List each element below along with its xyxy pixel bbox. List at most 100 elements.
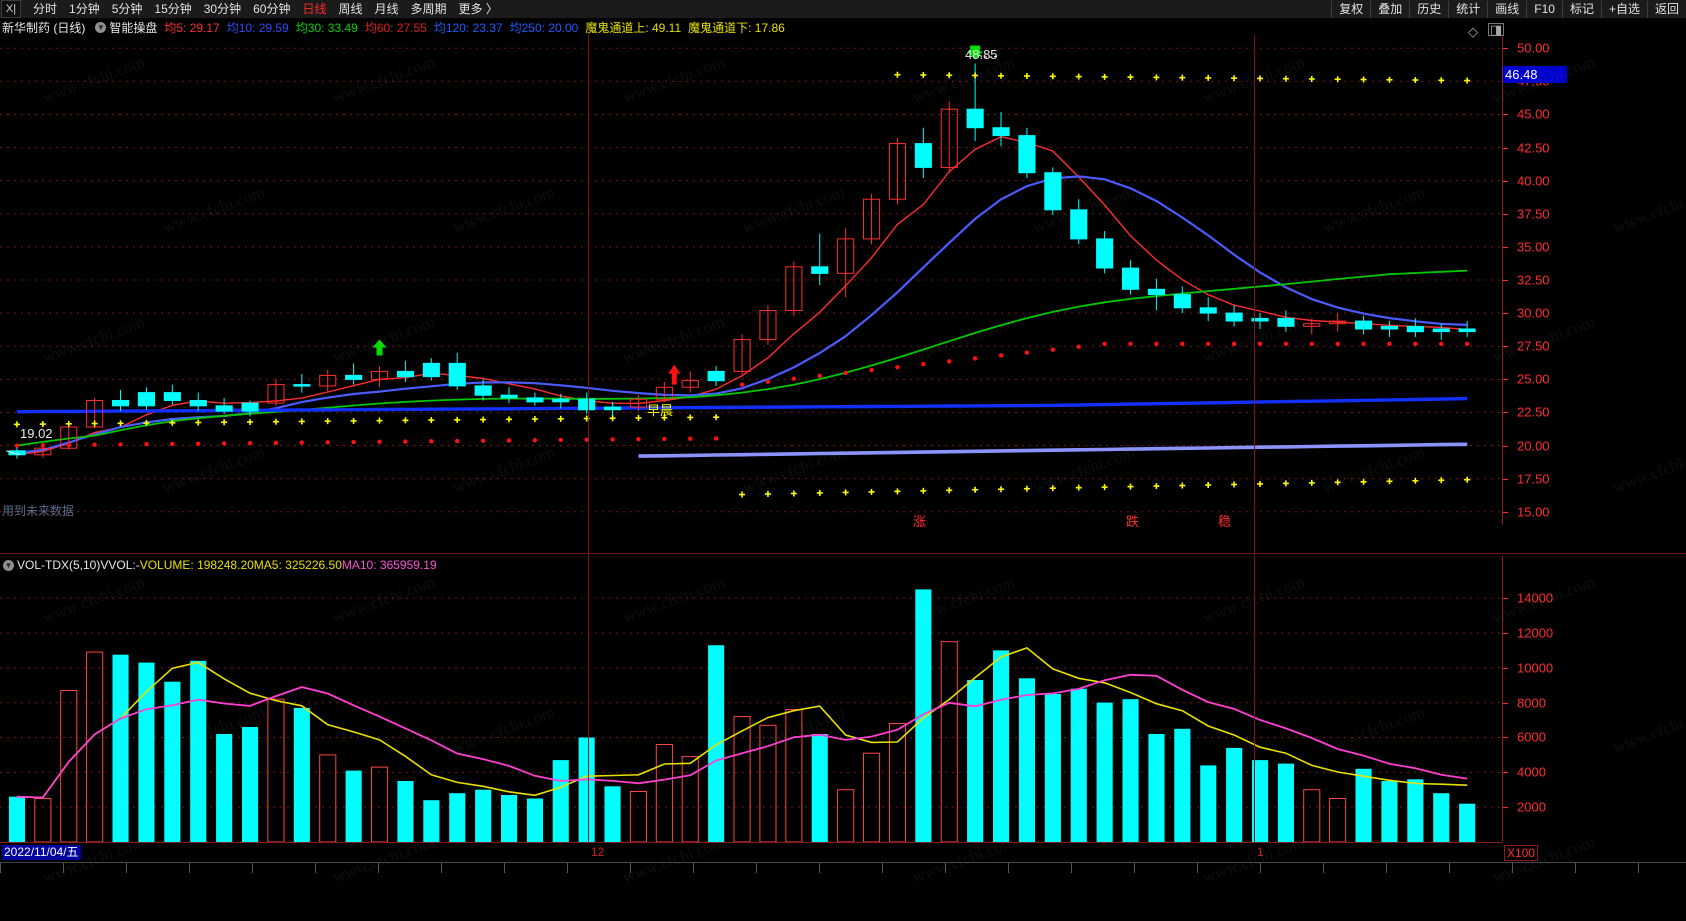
support-dot	[1309, 341, 1314, 347]
diamond-icon[interactable]: ◇	[1468, 24, 1478, 39]
candle-body-down	[1122, 267, 1140, 290]
support-dot	[972, 356, 978, 361]
candle-body-down	[992, 127, 1010, 137]
support-dot	[610, 437, 615, 442]
price-axis-tick	[1503, 379, 1508, 381]
volume-bar-up	[267, 698, 285, 842]
candle-body-down	[1096, 238, 1114, 269]
period-item-10[interactable]: 更多 〉	[458, 2, 498, 16]
morning-signal-annotation: 早晨	[647, 403, 674, 418]
bottom-tick	[630, 863, 631, 873]
volume-bar-down	[1096, 702, 1113, 842]
bottom-tick	[1449, 863, 1450, 873]
volume-indicator-header: ▼ VOL-TDX(5,10) VVOL: - VOLUME: 198248.2…	[0, 557, 437, 573]
layout-toggle-icon[interactable]: ◨	[1488, 22, 1505, 37]
candle-body-down	[1458, 328, 1476, 333]
candle-body-down	[1018, 135, 1036, 174]
volume-bar-down	[967, 680, 984, 842]
support-dot	[429, 439, 434, 444]
price-axis-tick	[1503, 280, 1508, 281]
indicator-dropdown-icon[interactable]: ▼	[95, 21, 107, 33]
volume-bar-down	[1070, 688, 1087, 842]
support-dot	[351, 439, 356, 445]
date-axis[interactable]: 2022/11/04/五 12 1	[0, 842, 1502, 863]
tool-item-2[interactable]: 历史	[1409, 0, 1448, 18]
candle-body-down	[396, 370, 414, 378]
price-axis-label-4: 40.00	[1517, 173, 1550, 189]
period-item-8[interactable]: 月线	[374, 2, 399, 16]
support-dot	[1361, 341, 1366, 347]
vol-indicator-dropdown-icon[interactable]: ▼	[3, 559, 14, 571]
bottom-tick	[378, 863, 379, 873]
price-axis-label-14: 15.00	[1517, 504, 1550, 520]
volume-bar-down	[1200, 765, 1217, 842]
price-axis-tick	[1503, 180, 1508, 182]
period-item-9[interactable]: 多周期	[410, 2, 447, 16]
candle-body-down	[500, 394, 518, 399]
support-dot	[92, 442, 97, 447]
vvol-label: VVOL:	[100, 558, 136, 572]
price-chart-pane[interactable]	[0, 35, 1502, 525]
volume-bar-down	[112, 654, 129, 842]
bottom-tick	[1323, 863, 1324, 873]
indicator-name[interactable]: 智能操盘	[109, 20, 158, 35]
bottom-tick	[189, 863, 190, 873]
support-dot	[1283, 341, 1289, 347]
candle-body-up	[371, 370, 389, 380]
volume-bar-down	[293, 707, 310, 842]
stock-title[interactable]: 新华制药 (日线)	[2, 20, 86, 35]
volume-bar-up	[1303, 789, 1321, 842]
volume-bar-up	[888, 723, 907, 842]
period-item-7[interactable]: 周线	[338, 2, 363, 16]
vol-indicator-name[interactable]: VOL-TDX(5,10)	[17, 558, 101, 572]
ma-value-0: 均5: 29.17	[164, 20, 220, 35]
ma-value-1: 均10: 29.59	[226, 20, 289, 35]
period-item-6[interactable]: 日线	[302, 2, 327, 16]
period-item-2[interactable]: 5分钟	[111, 2, 143, 16]
volume-bar-down	[1277, 763, 1294, 842]
candle-body-up	[86, 400, 104, 428]
bottom-tick	[1512, 863, 1513, 873]
tool-item-6[interactable]: 标记	[1561, 0, 1601, 18]
support-dot	[532, 438, 538, 443]
vvol-value: -	[135, 558, 140, 572]
candle-body-down	[526, 397, 544, 403]
volume-bar-down	[1355, 768, 1372, 842]
price-axis-label-6: 35.00	[1517, 239, 1550, 255]
price-chart-canvas[interactable]	[0, 35, 1502, 525]
bottom-tick	[0, 863, 1, 873]
support-dot	[144, 442, 149, 447]
candle-body-down	[137, 392, 155, 407]
candle-body-down	[1355, 320, 1373, 330]
support-dot	[662, 436, 667, 442]
period-item-0[interactable]: 分时	[33, 2, 58, 16]
tool-item-7[interactable]: +自选	[1600, 0, 1647, 18]
tool-item-3[interactable]: 统计	[1448, 0, 1487, 18]
tool-item-4[interactable]: 画线	[1487, 0, 1526, 18]
volume-chart-canvas[interactable]	[0, 572, 1502, 842]
period-item-3[interactable]: 15分钟	[154, 2, 192, 16]
price-axis-label-10: 25.00	[1517, 371, 1550, 387]
period-item-4[interactable]: 30分钟	[203, 2, 242, 16]
period-item-5[interactable]: 60分钟	[253, 2, 291, 16]
support-dot	[377, 439, 382, 445]
period-item-1[interactable]: 1分钟	[69, 2, 100, 16]
candle-body-down	[474, 385, 492, 396]
support-dot	[739, 382, 745, 387]
price-axis-tick	[1503, 478, 1508, 480]
volume-chart-pane[interactable]	[0, 572, 1502, 842]
current-price-badge: 46.48	[1503, 66, 1567, 83]
support-dot	[688, 436, 693, 441]
bottom-tick	[1638, 863, 1639, 873]
candle-body-down	[1044, 172, 1062, 211]
support-dot	[273, 440, 279, 446]
tool-item-1[interactable]: 叠加	[1370, 0, 1409, 18]
tool-item-5[interactable]: F10	[1526, 0, 1562, 18]
candle-body-down	[552, 398, 570, 403]
tool-item-8[interactable]: 返回	[1646, 0, 1686, 18]
tool-item-0[interactable]: 复权	[1331, 0, 1370, 18]
annotation-leader-line	[978, 55, 1000, 58]
price-axis[interactable]: 50.0047.5045.0042.5040.0037.5035.0032.50…	[1502, 35, 1686, 525]
volume-axis[interactable]: 14000 12000 10000 8000 6000 4000 2000	[1502, 556, 1686, 842]
candle-body-down	[1173, 294, 1191, 309]
